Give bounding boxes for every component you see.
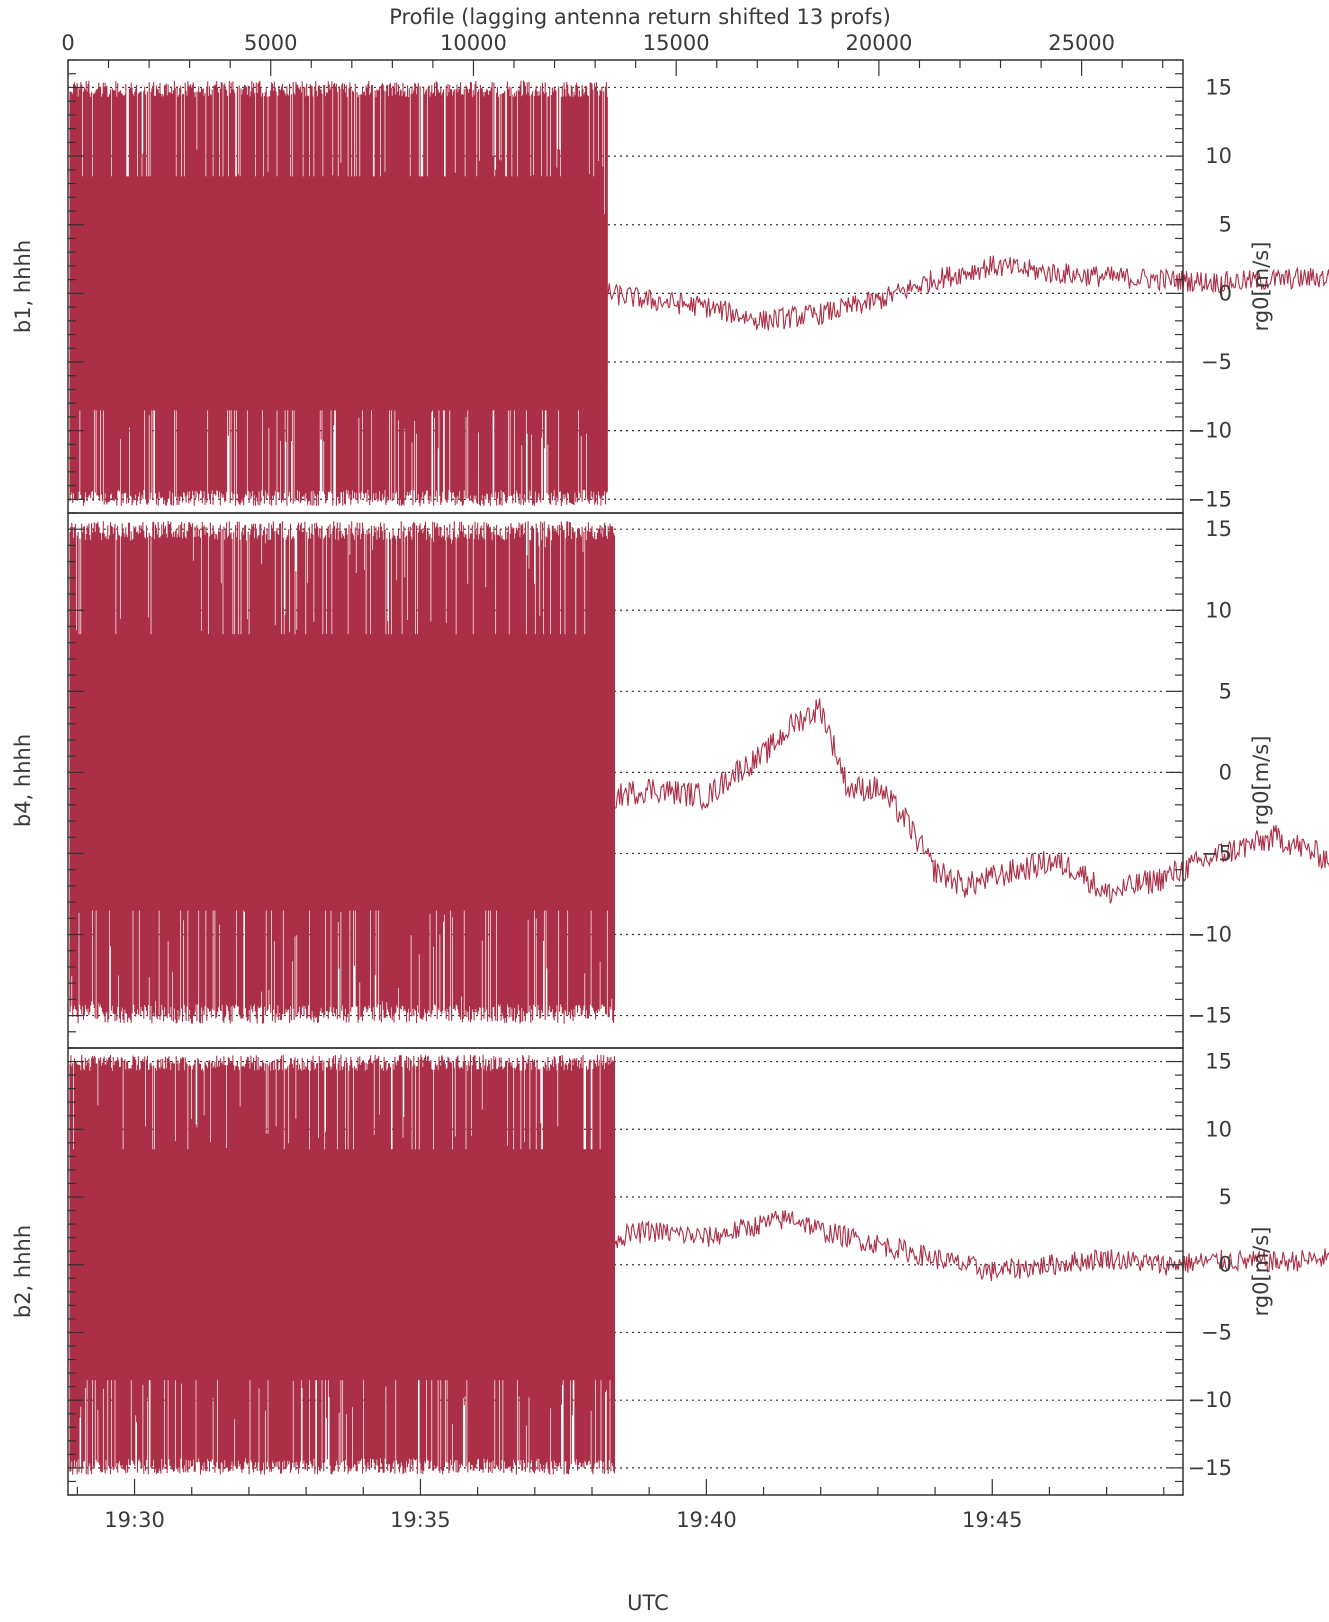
noisy-core-panel-1 (72, 634, 611, 911)
ylabel-right-2: rg0[m/s] (1249, 1227, 1273, 1317)
ylabel-right-1: rg0[m/s] (1249, 736, 1273, 826)
ylabel-left-1: b4, hhhh (11, 734, 35, 827)
ytick-label-1-4: 5 (1219, 679, 1232, 703)
ylabel-left-0: b1, hhhh (11, 240, 35, 333)
time-tick-label-0: 19:30 (104, 1508, 165, 1532)
ytick-label-2-6: 15 (1205, 1050, 1232, 1074)
series-line-panel-2-0 (614, 1209, 1329, 1282)
profile-tick-label-4: 20000 (846, 31, 913, 55)
ytick-label-0-6: 15 (1205, 75, 1232, 99)
axis-labels: −15 −10 −5 0 5 10 15 b1, hhhh rg0[m/s] −15 −10 −5 0 5… (11, 31, 1273, 1532)
panel-frames (67, 59, 1184, 1496)
ytick-label-2-1: −10 (1188, 1388, 1232, 1412)
ytick-label-1-0: −15 (1188, 1004, 1232, 1028)
profile-tick-label-2: 10000 (440, 31, 507, 55)
ytick-label-1-1: −10 (1188, 923, 1232, 947)
ytick-label-0-1: −10 (1188, 419, 1232, 443)
ytick-label-2-0: −15 (1188, 1456, 1232, 1480)
time-tick-label-3: 19:45 (962, 1508, 1023, 1532)
ytick-label-2-2: −5 (1201, 1320, 1232, 1344)
ytick-label-0-2: −5 (1201, 350, 1232, 374)
noisy-core-panel-2 (72, 1149, 611, 1381)
ytick-label-0-4: 5 (1219, 213, 1232, 237)
axis-ticks (67, 59, 1183, 1496)
panel-frame-2 (67, 1047, 1184, 1496)
ytick-label-0-0: −15 (1188, 487, 1232, 511)
ytick-label-2-5: 10 (1205, 1117, 1232, 1141)
ytick-label-1-6: 15 (1205, 517, 1232, 541)
time-tick-label-2: 19:40 (676, 1508, 737, 1532)
traces (69, 80, 1329, 1475)
ytick-label-1-3: 0 (1219, 760, 1232, 784)
ytick-label-2-4: 5 (1219, 1185, 1232, 1209)
profile-tick-label-5: 25000 (1048, 31, 1115, 55)
top-axis-label: Profile (lagging antenna return shifted … (389, 5, 891, 29)
ylabel-left-2: b2, hhhh (11, 1225, 35, 1318)
ylabel-right-0: rg0[m/s] (1249, 242, 1273, 332)
ytick-label-0-5: 10 (1205, 144, 1232, 168)
profile-tick-label-3: 15000 (643, 31, 710, 55)
ytick-label-2-3: 0 (1219, 1253, 1232, 1277)
ytick-label-1-2: −5 (1201, 841, 1232, 865)
series-line-panel-0-0 (607, 255, 1329, 331)
ytick-label-0-3: 0 (1219, 281, 1232, 305)
bottom-axis-label: UTC (627, 1591, 669, 1615)
noisy-core-panel-0 (72, 176, 605, 411)
profile-tick-label-1: 5000 (244, 31, 297, 55)
time-tick-label-1: 19:35 (390, 1508, 451, 1532)
ytick-label-1-5: 10 (1205, 598, 1232, 622)
profile-tick-label-0: 0 (61, 31, 74, 55)
series-line-panel-1-0 (614, 698, 1329, 904)
